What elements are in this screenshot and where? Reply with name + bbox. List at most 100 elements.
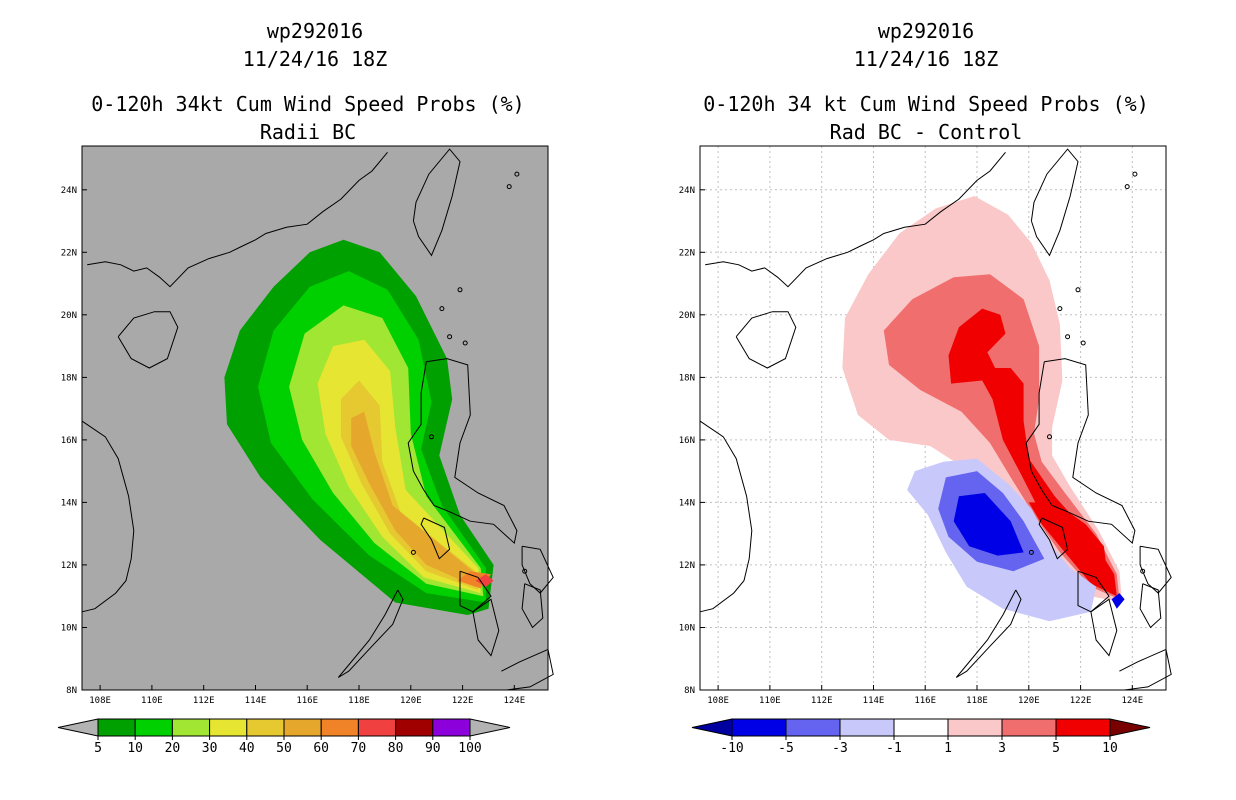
coast-mindoro [420, 517, 451, 560]
right-colorbar-right-arrow [1109, 718, 1151, 737]
coast-islet [514, 171, 520, 177]
coast-islet [1075, 287, 1081, 293]
left-lat-label: 18N [61, 373, 77, 383]
left-colorbar-right-arrow [469, 718, 511, 737]
left-axis-ticks: 8N 10N 12N 14N 16N 18N 20N 22N 24N 108E 110E 112E 11… [61, 186, 525, 706]
coast-panay [1077, 570, 1110, 613]
right-storm-id: wp292016 [878, 19, 974, 43]
coast-islet [1047, 434, 1052, 440]
coast-negros-cebu [1090, 598, 1118, 657]
left-lon-label: 124E [503, 696, 525, 706]
coast-islet [1124, 184, 1130, 190]
right-lat-label: 12N [679, 561, 695, 571]
right-colorbar-label: -3 [832, 741, 848, 756]
coast-islet [1057, 306, 1063, 312]
coast-palawan [955, 589, 1022, 678]
left-lat-label: 14N [61, 498, 77, 508]
right-lat-label: 10N [679, 624, 695, 634]
right-lon-label: 110E [759, 696, 781, 706]
contour-level-50 [351, 411, 476, 587]
right-colorbar-cell [947, 718, 1003, 737]
right-lon-label: 120E [1018, 696, 1040, 706]
left-colorbar-left-arrow [57, 718, 99, 737]
right-map-frame [699, 145, 1167, 691]
left-colorbar-cell [283, 718, 322, 737]
right-axis-ticks: 8N 10N 12N 14N 16N 18N 20N 22N 24N 108E 110E 112E 11… [679, 186, 1143, 706]
contour-level-neg10 [1111, 593, 1125, 609]
right-lat-label: 20N [679, 311, 695, 321]
left-lat-label: 24N [61, 186, 77, 196]
left-colorbar-label: 80 [388, 741, 404, 756]
left-colorbar-label: 70 [351, 741, 367, 756]
right-colorbar-cell [731, 718, 787, 737]
coast-islet [439, 306, 445, 312]
coast-palawan [337, 589, 404, 678]
left-lon-label: 110E [141, 696, 163, 706]
left-colorbar-cell [209, 718, 248, 737]
right-chart-subtitle: Rad BC - Control [830, 120, 1023, 144]
right-lat-label: 18N [679, 373, 695, 383]
right-lon-label: 118E [966, 696, 988, 706]
right-colorbar-cell [1055, 718, 1111, 737]
coast-islet [457, 287, 463, 293]
left-colorbar-cell [432, 718, 471, 737]
coast-leyte [1139, 583, 1162, 629]
right-lat-label: 24N [679, 186, 695, 196]
left-chart-title: 0-120h 34kt Cum Wind Speed Probs (%) [91, 92, 524, 116]
coast-south-china [705, 151, 1006, 288]
coast-islet [1140, 568, 1146, 574]
left-colorbar-label: 90 [425, 741, 441, 756]
coast-taiwan [412, 148, 461, 257]
right-date: 11/24/16 18Z [854, 47, 999, 71]
left-lon-label: 116E [296, 696, 318, 706]
coast-islet [1132, 171, 1138, 177]
right-lon-label: 124E [1121, 696, 1143, 706]
left-lat-label: 10N [61, 624, 77, 634]
right-coastlines [699, 148, 1172, 691]
right-colorbar: -10 -5 -3 -1 1 3 5 10 [691, 718, 1151, 756]
right-colorbar-label: 3 [998, 741, 1006, 756]
coast-islet [1028, 549, 1034, 555]
left-chart-subtitle: Radii BC [260, 120, 356, 144]
left-colorbar-label: 40 [239, 741, 255, 756]
left-lon-label: 112E [193, 696, 215, 706]
coast-mindanao [501, 648, 554, 691]
right-colorbar-cell [893, 718, 949, 737]
coast-south-china [87, 151, 388, 288]
right-lon-label: 114E [863, 696, 885, 706]
left-colorbar-label: 10 [127, 741, 143, 756]
contour-level-neg5 [953, 493, 1024, 556]
left-lat-label: 8N [66, 686, 77, 696]
left-colorbar: 5 10 20 30 40 50 60 70 80 90 100 [57, 718, 511, 756]
coast-negros-cebu [472, 598, 500, 657]
right-colorbar-cell [785, 718, 841, 737]
right-colorbar-cell [1001, 718, 1057, 737]
panel-right: wp292016 11/24/16 18Z 0-120h 34 kt Cum W… [679, 19, 1172, 756]
right-colorbar-label: -10 [720, 741, 743, 756]
coast-islet [429, 434, 434, 440]
left-lon-label: 118E [348, 696, 370, 706]
left-map-frame [81, 145, 549, 691]
right-colorbar-label: -1 [886, 741, 902, 756]
contour-level-70 [475, 574, 494, 587]
coast-mindoro [1038, 517, 1069, 560]
left-date: 11/24/16 18Z [243, 47, 388, 71]
left-colorbar-label: 100 [458, 741, 481, 756]
right-lat-label: 14N [679, 498, 695, 508]
right-colorbar-label: 1 [944, 741, 952, 756]
left-colorbar-cell [171, 718, 211, 737]
left-colorbar-label: 20 [165, 741, 181, 756]
left-storm-id: wp292016 [267, 19, 363, 43]
left-coastlines [81, 148, 554, 691]
left-colorbar-cell [134, 718, 173, 737]
right-lat-label: 22N [679, 248, 695, 258]
left-colorbar-cell [395, 718, 434, 737]
left-colorbar-label: 30 [202, 741, 218, 756]
coast-panay [459, 570, 492, 613]
coast-vietnam [699, 420, 753, 613]
left-lon-label: 114E [245, 696, 267, 706]
left-colorbar-label: 50 [276, 741, 292, 756]
left-lon-label: 122E [452, 696, 474, 706]
right-lon-label: 116E [914, 696, 936, 706]
